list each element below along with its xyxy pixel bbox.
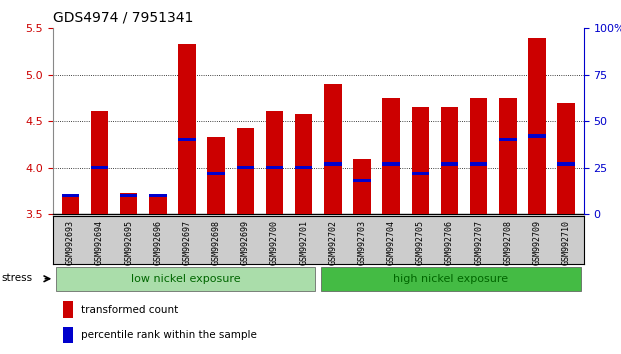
- Bar: [441, 107, 458, 214]
- Bar: [120, 193, 137, 214]
- Bar: [383, 98, 400, 214]
- Text: GSM992706: GSM992706: [445, 220, 454, 265]
- Text: GSM992707: GSM992707: [474, 220, 483, 265]
- Bar: [528, 135, 546, 138]
- Bar: [61, 195, 79, 214]
- Bar: [178, 138, 196, 142]
- Bar: [61, 194, 79, 197]
- Bar: [383, 162, 400, 166]
- Bar: [266, 166, 283, 169]
- Text: GSM992697: GSM992697: [183, 220, 191, 265]
- Bar: [412, 107, 429, 214]
- Bar: [207, 172, 225, 175]
- Text: GSM992701: GSM992701: [299, 220, 308, 265]
- Bar: [441, 162, 458, 166]
- Bar: [499, 98, 517, 214]
- Text: GSM992698: GSM992698: [212, 220, 220, 265]
- Text: stress: stress: [2, 273, 33, 283]
- Bar: [63, 302, 73, 318]
- Text: GSM992704: GSM992704: [387, 220, 396, 265]
- Bar: [558, 162, 575, 166]
- FancyBboxPatch shape: [321, 267, 581, 291]
- Text: GSM992700: GSM992700: [270, 220, 279, 265]
- Bar: [558, 103, 575, 214]
- Text: GSM992695: GSM992695: [124, 220, 133, 265]
- Bar: [149, 194, 166, 197]
- Text: GSM992702: GSM992702: [329, 220, 337, 265]
- Text: GSM992708: GSM992708: [504, 220, 512, 265]
- Bar: [237, 166, 254, 169]
- Bar: [178, 44, 196, 214]
- Bar: [470, 162, 487, 166]
- Bar: [266, 111, 283, 214]
- Bar: [324, 162, 342, 166]
- Text: GSM992694: GSM992694: [95, 220, 104, 265]
- Text: GSM992709: GSM992709: [533, 220, 542, 265]
- Bar: [295, 114, 312, 214]
- Text: GSM992699: GSM992699: [241, 220, 250, 265]
- Bar: [91, 111, 108, 214]
- Text: GSM992696: GSM992696: [153, 220, 162, 265]
- FancyBboxPatch shape: [56, 267, 315, 291]
- Bar: [324, 84, 342, 214]
- Bar: [91, 166, 108, 169]
- Bar: [412, 172, 429, 175]
- Bar: [295, 166, 312, 169]
- Text: percentile rank within the sample: percentile rank within the sample: [81, 330, 256, 340]
- Text: GDS4974 / 7951341: GDS4974 / 7951341: [53, 11, 193, 25]
- Bar: [149, 195, 166, 214]
- Text: GSM992705: GSM992705: [416, 220, 425, 265]
- Bar: [470, 98, 487, 214]
- Text: GSM992703: GSM992703: [358, 220, 366, 265]
- Text: transformed count: transformed count: [81, 304, 178, 315]
- Text: low nickel exposure: low nickel exposure: [130, 274, 240, 284]
- Bar: [499, 138, 517, 142]
- Bar: [237, 128, 254, 214]
- Text: GSM992710: GSM992710: [562, 220, 571, 265]
- Bar: [207, 137, 225, 214]
- Bar: [120, 194, 137, 197]
- Bar: [63, 327, 73, 343]
- Bar: [528, 38, 546, 214]
- Text: GSM992693: GSM992693: [66, 220, 75, 265]
- Bar: [353, 179, 371, 182]
- Bar: [353, 159, 371, 214]
- Text: high nickel exposure: high nickel exposure: [394, 274, 509, 284]
